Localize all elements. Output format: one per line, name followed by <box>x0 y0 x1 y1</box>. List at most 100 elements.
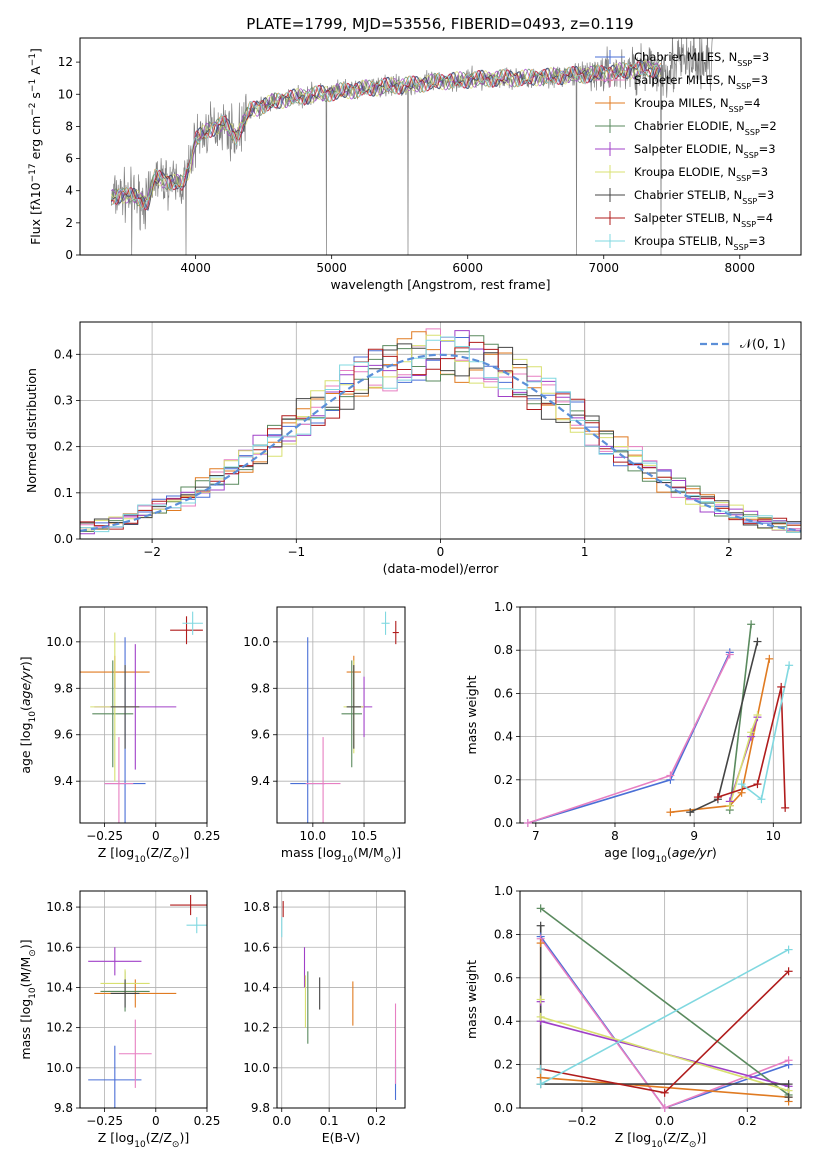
x-tick-label: 7000 <box>588 261 619 275</box>
x-axis-label-text: (data-model)/error <box>383 561 500 576</box>
x-tick-label: 0 <box>437 545 445 559</box>
legend-label-text: Kroupa ELODIE, N <box>634 165 736 179</box>
y-tick-label: 9.6 <box>54 728 73 742</box>
x-axis-label-math-2: ⊙ <box>689 1140 697 1150</box>
y-tick-label: 12 <box>58 55 73 69</box>
x-tick-label: 0.0 <box>655 1114 674 1128</box>
x-tick-label: −0.25 <box>86 829 123 843</box>
age-vs-mass-panel: 10.0 10.5 9.4 9.6 9.8 10.0 mass [log10(M/M⊙)] <box>243 606 406 865</box>
legend-label-chabrier-stelib: Chabrier STELIB, NSSP=3 <box>634 188 774 206</box>
x-tick-label: 0.2 <box>738 1114 757 1128</box>
x-axis-label-math-3: )] <box>179 1130 189 1145</box>
x-axis-label-math-2: ⊙ <box>172 855 180 865</box>
x-axis-label-math-1: ( <box>667 845 672 860</box>
x-axis-label-math-2: ⊙ <box>172 1140 180 1150</box>
y-tick-label: 0.8 <box>494 643 513 657</box>
plot-area <box>80 328 801 538</box>
x-tick-label: −0.2 <box>567 1114 596 1128</box>
x-tick-label: −2 <box>143 545 161 559</box>
legend-label-text: Chabrier STELIB, N <box>634 188 742 202</box>
y-tick-label: 9.8 <box>54 681 73 695</box>
y-tick-label: 0.0 <box>54 532 73 546</box>
y-tick-label: 1.0 <box>494 600 513 614</box>
weight-vs-metallicity-panel: −0.2 0.0 0.2 0.0 0.2 0.4 0.6 0.8 1.0 Z [log10(Z/Z… <box>464 884 802 1150</box>
legend-label-eq: =3 <box>752 50 769 64</box>
y-tick-label: 10.0 <box>243 1061 270 1075</box>
y-tick-label: 10.6 <box>243 940 270 954</box>
x-tick-label: 7 <box>532 829 540 843</box>
mass-vs-metallicity-panel: −0.25 0 0.259.810.010.210.410.610.8Z [log1… <box>18 890 221 1150</box>
y-tick-label: 0.1 <box>54 486 73 500</box>
y-tick-label: 10.4 <box>46 980 73 994</box>
y-tick-label: 10.0 <box>243 635 270 649</box>
legend-label-eq: =3 <box>751 73 768 87</box>
x-axis-label-math-0: 10 <box>134 1140 146 1150</box>
axes-frame <box>519 606 802 824</box>
legend-label-subscript: SSP <box>741 220 756 229</box>
x-tick-label: 9 <box>690 829 698 843</box>
legend-label-eq: =4 <box>756 211 773 225</box>
y-tick-label: 0.2 <box>54 440 73 454</box>
legend-label-kroupa-miles: Kroupa MILES, NSSP=4 <box>634 96 760 114</box>
y-axis-label-math-2: −17 <box>28 163 38 182</box>
plot-area <box>527 624 790 823</box>
y-axis-label: Flux [fλ10−17 erg cm−2 s−1 A−1] <box>28 48 43 245</box>
weight-line-chabrier-elodie <box>729 624 752 811</box>
legend-label-text: Salpeter STELIB, N <box>634 211 741 225</box>
spectrum-panel: 4000 5000 6000 7000 8000 0 2 4 6 8 10 12 wavelength … <box>28 37 802 292</box>
x-axis-label: mass [log10(M/M⊙)] <box>281 845 401 865</box>
x-axis-label: Z [log10(Z/Z⊙)] <box>615 1130 706 1150</box>
y-axis-label: mass weight <box>464 675 479 754</box>
y-tick-label: 9.6 <box>251 728 270 742</box>
weight-line-chabrier-elodie <box>540 907 790 1096</box>
x-tick-label: 0.25 <box>194 1114 221 1128</box>
x-axis-label-math-3: )] <box>696 1130 706 1145</box>
x-axis-label-math-1: (Z/Z <box>146 845 172 860</box>
y-axis-label-text: mass [log <box>18 999 33 1060</box>
x-axis-label-math-0: 10 <box>655 855 667 865</box>
weight-line-salpeter-miles <box>527 654 731 823</box>
y-tick-label: 0.2 <box>494 1058 513 1072</box>
x-axis-label: age [log10(age/yr) <box>604 845 716 865</box>
y-tick-label: 0 <box>65 248 73 262</box>
x-axis-label: (data-model)/error <box>383 561 500 576</box>
legend-label-chabrier-miles: Chabrier MILES, NSSP=3 <box>634 50 769 68</box>
y-axis-label-math-9: ] <box>28 48 43 53</box>
y-tick-label: 10.0 <box>46 635 73 649</box>
axes-frame <box>79 890 208 1109</box>
legend-label-subscript: SSP <box>745 128 760 137</box>
x-axis-label-math-2: age/yr <box>672 845 713 860</box>
y-tick-label: 0.4 <box>54 347 73 361</box>
plot-area <box>281 901 397 1100</box>
y-axis-label: age [log10(age/yr)] <box>18 656 38 773</box>
y-tick-label: 10.6 <box>46 940 73 954</box>
x-axis-label-math-0: 10 <box>134 855 146 865</box>
x-tick-label: 0.2 <box>367 1114 386 1128</box>
legend-label-text: Kroupa STELIB, N <box>634 234 734 248</box>
x-axis-label-math-0: 10 <box>342 855 354 865</box>
y-axis-label-math-0: λ <box>28 198 43 206</box>
x-axis-label: Z [log10(Z/Z⊙)] <box>98 845 189 865</box>
y-axis-label: mass [log10(M/M⊙)] <box>18 939 38 1059</box>
x-tick-label: 4000 <box>180 261 211 275</box>
legend-label-subscript: SSP <box>734 243 749 252</box>
x-tick-label: 0.1 <box>320 1114 339 1128</box>
y-tick-label: 0.3 <box>54 393 73 407</box>
y-tick-label: 0.4 <box>494 730 513 744</box>
x-tick-label: 0.0 <box>272 1114 291 1128</box>
y-tick-label: 0.4 <box>494 1014 513 1028</box>
x-axis-label: wavelength [Angstrom, rest frame] <box>330 277 550 292</box>
x-tick-label: 10.5 <box>351 829 378 843</box>
y-tick-label: 6 <box>65 152 73 166</box>
y-tick-label: 9.8 <box>251 1101 270 1115</box>
x-tick-label: 1 <box>581 545 589 559</box>
x-tick-label: 10.0 <box>299 829 326 843</box>
legend-label-text: Chabrier MILES, N <box>634 50 737 64</box>
legend-label-subscript: SSP <box>744 151 759 160</box>
y-tick-label: 9.8 <box>251 681 270 695</box>
axes-frame <box>79 37 802 256</box>
legend-label-salpeter-miles: Salpeter MILES, NSSP=3 <box>634 73 768 91</box>
y-tick-label: 0.0 <box>494 1101 513 1115</box>
legend-label-eq: =3 <box>749 234 766 248</box>
